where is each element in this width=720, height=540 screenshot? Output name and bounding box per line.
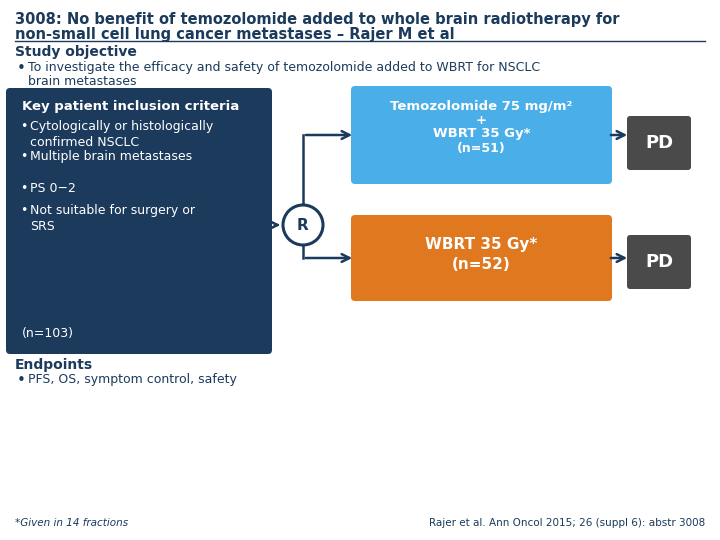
Text: non-small cell lung cancer metastases – Rajer M et al: non-small cell lung cancer metastases – … xyxy=(15,27,454,42)
Text: •: • xyxy=(20,182,27,195)
FancyBboxPatch shape xyxy=(351,86,612,184)
FancyBboxPatch shape xyxy=(627,235,691,289)
Text: brain metastases: brain metastases xyxy=(28,75,137,88)
Text: WBRT 35 Gy*: WBRT 35 Gy* xyxy=(433,127,530,140)
FancyBboxPatch shape xyxy=(6,88,272,354)
Text: (n=103): (n=103) xyxy=(22,327,74,340)
Text: *Given in 14 fractions: *Given in 14 fractions xyxy=(15,518,128,528)
Text: +: + xyxy=(476,114,487,127)
Text: PD: PD xyxy=(645,134,673,152)
Text: •: • xyxy=(17,373,26,388)
Text: 3008: No benefit of temozolomide added to whole brain radiotherapy for: 3008: No benefit of temozolomide added t… xyxy=(15,12,619,27)
Text: Endpoints: Endpoints xyxy=(15,358,93,372)
Text: R: R xyxy=(297,218,309,233)
Text: To investigate the efficacy and safety of temozolomide added to WBRT for NSCLC: To investigate the efficacy and safety o… xyxy=(28,61,540,74)
Text: •: • xyxy=(17,61,26,76)
Text: Key patient inclusion criteria: Key patient inclusion criteria xyxy=(22,100,239,113)
Text: WBRT 35 Gy*: WBRT 35 Gy* xyxy=(426,237,538,252)
Text: Not suitable for surgery or
SRS: Not suitable for surgery or SRS xyxy=(30,204,195,233)
FancyBboxPatch shape xyxy=(351,215,612,301)
FancyBboxPatch shape xyxy=(627,116,691,170)
Text: Cytologically or histologically
confirmed NSCLC: Cytologically or histologically confirme… xyxy=(30,120,213,150)
Text: Temozolomide 75 mg/m²: Temozolomide 75 mg/m² xyxy=(390,100,572,113)
Text: PFS, OS, symptom control, safety: PFS, OS, symptom control, safety xyxy=(28,373,237,386)
Text: •: • xyxy=(20,120,27,133)
Text: Multiple brain metastases: Multiple brain metastases xyxy=(30,150,192,163)
Text: •: • xyxy=(20,150,27,163)
Text: (n=52): (n=52) xyxy=(452,257,511,272)
Text: PS 0−2: PS 0−2 xyxy=(30,182,76,195)
Circle shape xyxy=(283,205,323,245)
Text: Rajer et al. Ann Oncol 2015; 26 (suppl 6): abstr 3008: Rajer et al. Ann Oncol 2015; 26 (suppl 6… xyxy=(428,518,705,528)
Text: Study objective: Study objective xyxy=(15,45,137,59)
Text: PD: PD xyxy=(645,253,673,271)
Text: (n=51): (n=51) xyxy=(457,142,506,155)
Text: •: • xyxy=(20,204,27,217)
